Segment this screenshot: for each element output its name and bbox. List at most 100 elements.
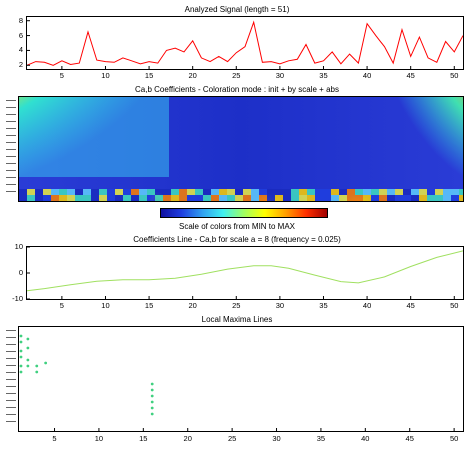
maxima-point: [19, 370, 23, 374]
maxima-point: [19, 334, 23, 338]
signal-y-tick: 8: [18, 15, 23, 25]
maxima-plot[interactable]: [18, 326, 464, 432]
coeffs-y-tick: [6, 177, 16, 178]
coeffs-y-tick: [6, 128, 16, 129]
coeffs-y-tick: [6, 191, 16, 192]
maxima-point: [19, 349, 23, 353]
signal-x-tick: 5: [59, 71, 64, 80]
maxima-point: [150, 412, 154, 416]
line-x-tick: 35: [319, 301, 328, 310]
maxima-y-tick: [6, 330, 16, 331]
coeffs-image: [19, 97, 463, 201]
signal-y-tick: 2: [18, 60, 23, 70]
maxima-point: [35, 370, 39, 374]
signal-x-tick: 15: [144, 71, 154, 80]
coeffs-y-tick: [6, 149, 16, 150]
maxima-x-tick: 5: [52, 434, 57, 443]
coeffs-y-tick: [6, 135, 16, 136]
signal-y-tick: 4: [18, 45, 23, 55]
signal-plot[interactable]: [26, 16, 464, 70]
coeffs-y-tick: [6, 156, 16, 157]
coef-line-plot[interactable]: [26, 246, 464, 300]
line-y-tick: 10: [14, 242, 23, 251]
coeffs-title: Ca,b Coefficients - Coloration mode : in…: [135, 85, 339, 94]
maxima-point: [26, 358, 30, 362]
line-x-tick: 15: [144, 301, 154, 310]
maxima-x-tick: 25: [227, 434, 237, 443]
line-x-tick: 25: [232, 301, 241, 310]
coef-line-chart: [27, 247, 463, 299]
coeffs-y-tick: [6, 114, 16, 115]
coeffs-heatmap[interactable]: [18, 96, 464, 202]
maxima-y-tick: [6, 351, 16, 352]
signal-line-chart: [27, 20, 463, 69]
maxima-x-tick: 30: [272, 434, 281, 443]
maxima-x-tick: 50: [449, 434, 459, 443]
signal-x-tick: 35: [319, 71, 328, 80]
signal-y-tick: 6: [18, 30, 23, 40]
signal-series-line: [27, 20, 463, 66]
maxima-point: [19, 340, 23, 344]
maxima-y-tick: [6, 344, 16, 345]
maxima-point: [26, 364, 30, 368]
maxima-point: [150, 382, 154, 386]
maxima-point: [19, 355, 23, 359]
maxima-point: [150, 388, 154, 392]
maxima-y-tick: [6, 414, 16, 415]
maxima-point: [150, 406, 154, 410]
colorbar-label: Scale of colors from MIN to MAX: [178, 222, 296, 231]
maxima-point: [26, 337, 30, 341]
line-title: Coefficients Line - Ca,b for scale a = 8…: [133, 235, 341, 244]
maxima-x-tick: 35: [316, 434, 326, 443]
signal-x-tick: 10: [101, 71, 110, 80]
maxima-point: [150, 394, 154, 398]
signal-x-tick: 30: [275, 71, 285, 80]
maxima-y-tick: [6, 386, 16, 387]
signal-x-tick: 50: [450, 71, 459, 80]
maxima-point: [44, 361, 48, 365]
maxima-point: [35, 364, 39, 368]
maxima-point: [19, 364, 23, 368]
coeffs-y-tick: [6, 121, 16, 122]
line-x-tick: 20: [188, 301, 197, 310]
line-x-tick: 10: [101, 301, 110, 310]
coeffs-y-tick: [6, 142, 16, 143]
maxima-x-tick: 40: [361, 434, 370, 443]
colorbar: [160, 208, 328, 218]
maxima-title: Local Maxima Lines: [201, 315, 273, 324]
coef-series-line: [27, 250, 463, 292]
signal-x-tick: 20: [188, 71, 197, 80]
coeffs-y-tick: [6, 170, 16, 171]
maxima-y-tick: [6, 358, 16, 359]
signal-x-tick: 40: [362, 71, 372, 80]
line-x-tick: 45: [406, 301, 415, 310]
maxima-x-tick: 45: [405, 434, 414, 443]
coeffs-y-tick: [6, 184, 16, 185]
line-y-tick: 0: [18, 268, 23, 277]
maxima-x-tick: 15: [139, 434, 148, 443]
signal-x-tick: 45: [406, 71, 415, 80]
maxima-point: [150, 400, 154, 404]
maxima-y-tick: [6, 372, 16, 373]
maxima-y-tick: [6, 407, 16, 408]
line-x-tick: 30: [275, 301, 285, 310]
maxima-y-tick: [6, 337, 16, 338]
signal-title: Analyzed Signal (length = 51): [184, 5, 290, 14]
maxima-y-tick: [6, 379, 16, 380]
coeffs-y-tick: [6, 107, 16, 108]
maxima-x-tick: 10: [94, 434, 104, 443]
line-x-tick: 50: [450, 301, 459, 310]
line-y-tick: -10: [12, 294, 23, 303]
signal-x-tick: 25: [232, 71, 241, 80]
coeffs-y-tick: [6, 100, 16, 101]
maxima-point: [26, 346, 30, 350]
line-x-tick: 40: [362, 301, 372, 310]
maxima-y-tick: [6, 365, 16, 366]
maxima-y-tick: [6, 393, 16, 394]
maxima-y-tick: [6, 400, 16, 401]
line-x-tick: 5: [59, 301, 64, 310]
maxima-points: [19, 334, 455, 431]
maxima-y-tick: [6, 421, 16, 422]
maxima-x-tick: 20: [183, 434, 192, 443]
coeffs-y-tick: [6, 163, 16, 164]
